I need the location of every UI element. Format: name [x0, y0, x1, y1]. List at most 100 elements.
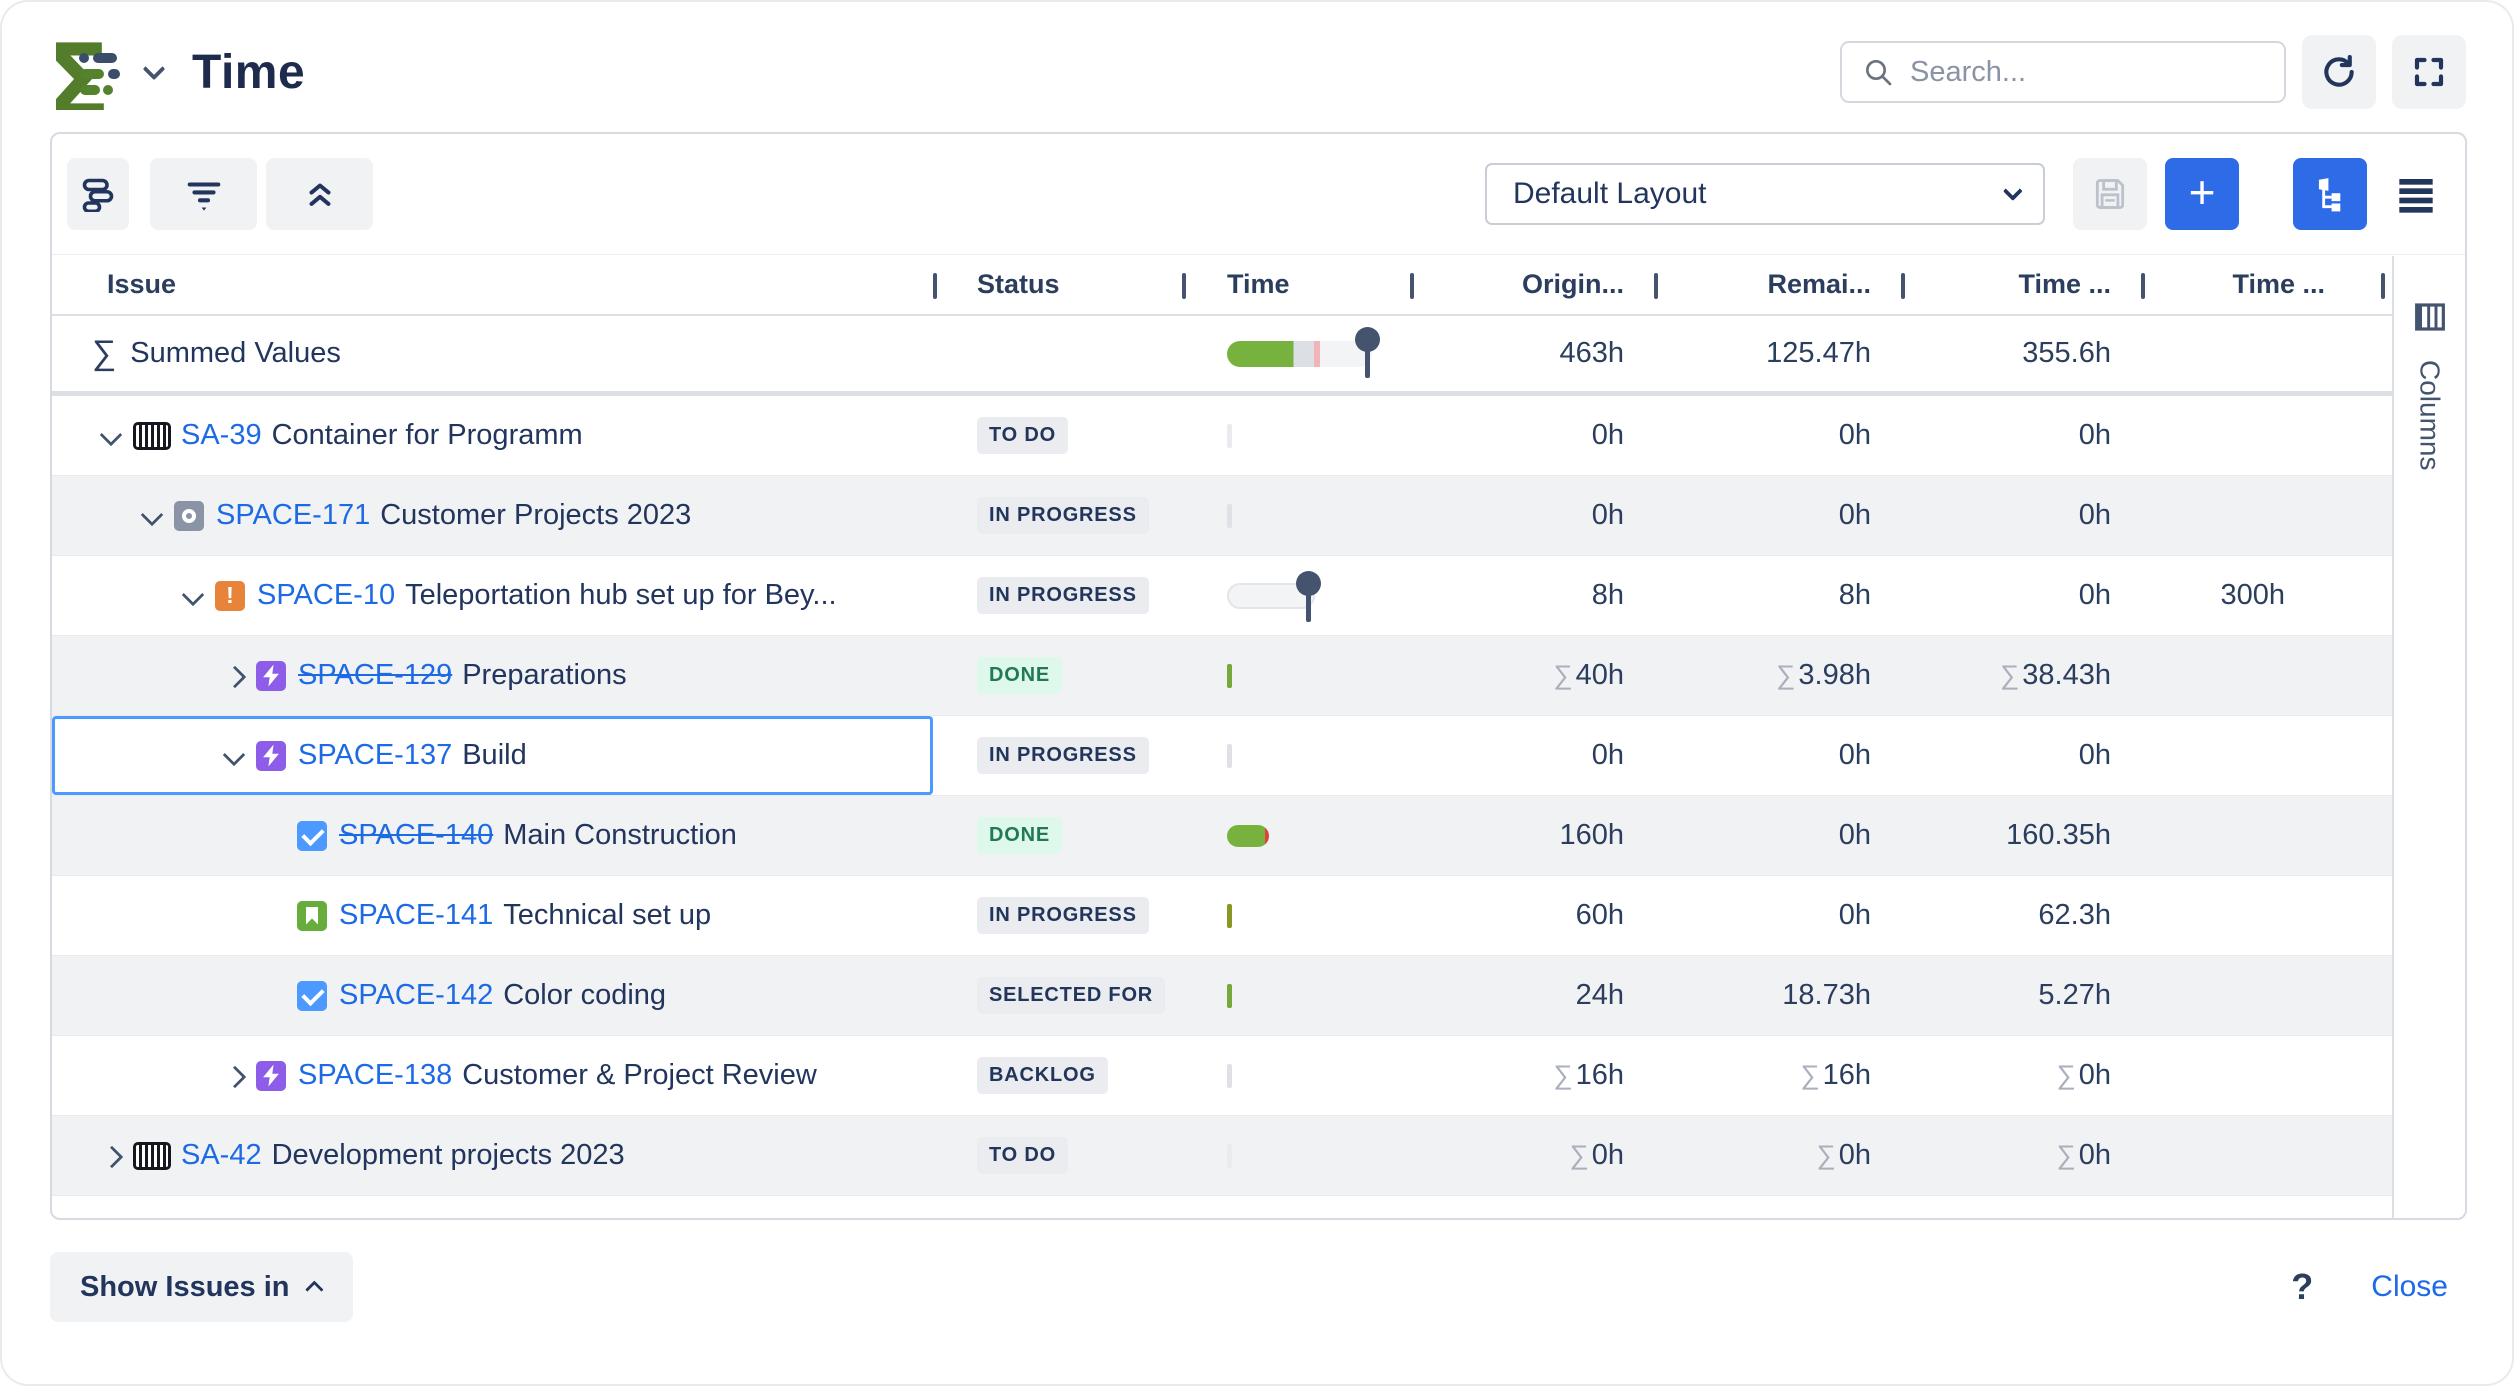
- column-header-time-spent[interactable]: Time ...: [1901, 255, 2141, 314]
- column-divider[interactable]: [2141, 273, 2145, 299]
- expand-chevron-icon[interactable]: [97, 422, 125, 450]
- column-header-issue[interactable]: Issue: [52, 255, 933, 314]
- issue-key-link[interactable]: SPACE-138: [298, 1059, 452, 1092]
- column-header-remaining-estimate[interactable]: Remai...: [1654, 255, 1901, 314]
- issue-type-icon: [133, 1142, 171, 1170]
- time-progress-bar: [1227, 664, 1232, 688]
- fullscreen-button[interactable]: [2392, 35, 2466, 109]
- time-progress-bar: [1227, 424, 1232, 448]
- table-row[interactable]: SPACE-140 Main Construction DONE 160h 0h…: [52, 796, 2465, 876]
- expand-chevron-icon[interactable]: [179, 582, 207, 610]
- issue-key-link[interactable]: SPACE-10: [257, 579, 395, 612]
- remaining-estimate-value: 0h: [1654, 716, 1901, 795]
- refresh-button[interactable]: [2302, 35, 2376, 109]
- remaining-estimate-value: ∑3.98h: [1654, 636, 1901, 715]
- original-estimate-value: 24h: [1410, 956, 1654, 1035]
- table-row[interactable]: SPACE-138 Customer & Project Review BACK…: [52, 1036, 2465, 1116]
- issue-key-link[interactable]: SA-42: [181, 1139, 262, 1172]
- collapse-all-button[interactable]: [266, 158, 373, 230]
- sum-sigma-prefix: ∑: [2056, 1060, 2075, 1091]
- time-extra-value: [2141, 716, 2385, 795]
- remaining-estimate-value: ∑16h: [1654, 1036, 1901, 1115]
- group-button[interactable]: [67, 158, 129, 230]
- expand-chevron-icon[interactable]: [261, 902, 289, 930]
- time-cell: [1182, 796, 1410, 875]
- expand-chevron-icon[interactable]: [97, 1142, 125, 1170]
- filter-button[interactable]: [150, 158, 257, 230]
- time-spent-value: 0h: [1901, 556, 2141, 635]
- table-row[interactable]: SPACE-142 Color coding SELECTED FOR 24h …: [52, 956, 2465, 1036]
- column-divider[interactable]: [1182, 273, 1186, 299]
- issue-key-link[interactable]: SPACE-140: [339, 819, 493, 852]
- expand-chevron-icon[interactable]: [220, 1062, 248, 1090]
- show-issues-in-label: Show Issues in: [80, 1271, 290, 1304]
- column-divider[interactable]: [1654, 273, 1658, 299]
- expand-chevron-icon[interactable]: [220, 662, 248, 690]
- column-header-status[interactable]: Status: [933, 255, 1182, 314]
- column-header-time[interactable]: Time: [1182, 255, 1410, 314]
- issue-key-link[interactable]: SPACE-171: [216, 499, 370, 532]
- search-input[interactable]: [1910, 56, 2250, 89]
- table-row[interactable]: SA-39 Container for Programm TO DO 0h 0h…: [52, 396, 2465, 476]
- structure-switcher-chevron-icon[interactable]: [143, 58, 166, 81]
- issue-cell: SPACE-140 Main Construction: [52, 796, 933, 875]
- table-row[interactable]: SPACE-137 Build IN PROGRESS 0h 0h 0h: [52, 716, 2465, 796]
- columns-rail-toggle[interactable]: Columns: [2392, 256, 2465, 1218]
- show-issues-in-button[interactable]: Show Issues in: [50, 1252, 353, 1322]
- expand-chevron-icon[interactable]: [220, 742, 248, 770]
- close-link[interactable]: Close: [2371, 1270, 2448, 1304]
- page-title: Time: [192, 45, 305, 100]
- column-divider[interactable]: [1901, 273, 1905, 299]
- column-header-time-extra[interactable]: Time ...: [2141, 255, 2385, 314]
- table-row[interactable]: SPACE-171 Customer Projects 2023 IN PROG…: [52, 476, 2465, 556]
- issue-summary: Color coding: [503, 979, 666, 1012]
- add-issue-button[interactable]: +: [2165, 158, 2239, 230]
- time-extra-value: [2141, 396, 2385, 475]
- flat-list-view-button[interactable]: [2379, 158, 2453, 230]
- status-cell: IN PROGRESS: [933, 716, 1182, 795]
- original-estimate-value: 0h: [1410, 396, 1654, 475]
- help-button[interactable]: ?: [2291, 1266, 2313, 1308]
- column-divider[interactable]: [933, 273, 937, 299]
- remaining-estimate-value: 125.47h: [1654, 316, 1901, 391]
- issue-key-link[interactable]: SPACE-141: [339, 899, 493, 932]
- expand-chevron-icon[interactable]: [138, 502, 166, 530]
- issue-key-link[interactable]: SPACE-137: [298, 739, 452, 772]
- sum-sigma-prefix: ∑: [1569, 1140, 1588, 1171]
- issue-summary: Customer Projects 2023: [380, 499, 691, 532]
- issue-summary: Container for Programm: [272, 419, 583, 452]
- table-row[interactable]: SA-42 Development projects 2023 TO DO ∑0…: [52, 1116, 2465, 1196]
- sum-sigma-prefix: ∑: [1553, 660, 1572, 691]
- hierarchy-view-button[interactable]: [2293, 158, 2367, 230]
- issue-type-icon: [133, 422, 171, 450]
- time-cell: [1182, 876, 1410, 955]
- hierarchy-tree-icon: [2311, 175, 2349, 213]
- table-row[interactable]: SPACE-129 Preparations DONE ∑40h ∑3.98h …: [52, 636, 2465, 716]
- time-spent-value: 0h: [1901, 716, 2141, 795]
- original-estimate-value: ∑0h: [1410, 1116, 1654, 1195]
- table-row[interactable]: SPACE-141 Technical set up IN PROGRESS 6…: [52, 876, 2465, 956]
- search-box[interactable]: [1840, 41, 2286, 103]
- status-cell: TO DO: [933, 396, 1182, 475]
- original-estimate-value: 0h: [1410, 716, 1654, 795]
- expand-chevron-icon[interactable]: [261, 982, 289, 1010]
- time-cell: [1182, 556, 1410, 635]
- top-bar: ∑ Time: [0, 0, 2514, 110]
- issue-key-link[interactable]: SPACE-129: [298, 659, 452, 692]
- status-badge: TO DO: [977, 417, 1068, 454]
- column-header-original-estimate[interactable]: Origin...: [1410, 255, 1654, 314]
- column-divider[interactable]: [2381, 273, 2385, 299]
- time-extra-value: [2141, 876, 2385, 955]
- column-divider[interactable]: [1410, 273, 1414, 299]
- expand-chevron-icon[interactable]: [261, 822, 289, 850]
- issue-key-link[interactable]: SPACE-142: [339, 979, 493, 1012]
- time-extra-value: 300h: [2141, 556, 2385, 635]
- table-row[interactable]: SPACE-10 Teleportation hub set up for Be…: [52, 556, 2465, 636]
- issue-summary: Main Construction: [503, 819, 737, 852]
- issue-key-link[interactable]: SA-39: [181, 419, 262, 452]
- layout-select[interactable]: Default Layout: [1485, 163, 2045, 225]
- time-progress-bar: [1227, 744, 1232, 768]
- structure-sigma-logo-icon[interactable]: ∑: [56, 34, 132, 110]
- save-layout-button[interactable]: [2073, 158, 2147, 230]
- time-progress-bar: [1227, 825, 1269, 847]
